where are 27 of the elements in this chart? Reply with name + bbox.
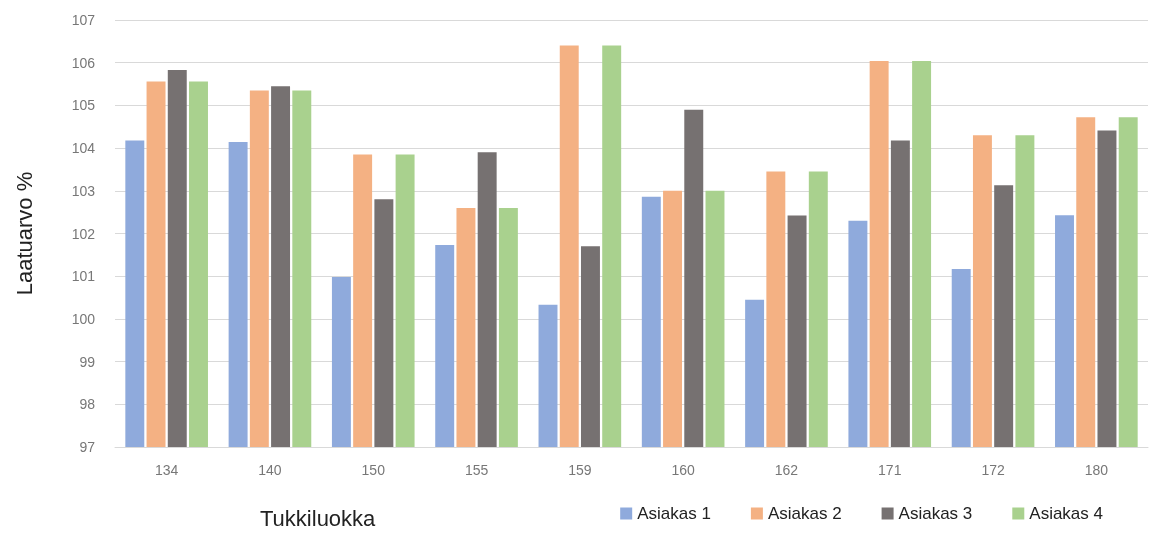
legend-label: Asiakas 1 — [637, 504, 711, 523]
x-tick-label: 171 — [878, 462, 902, 478]
y-axis-title: Laatuarvo % — [11, 171, 37, 296]
y-tick-label: 101 — [71, 268, 96, 285]
y-tick-label: 104 — [71, 140, 96, 157]
y-tick-label: 107 — [71, 12, 96, 28]
y-tick-label: 106 — [71, 54, 96, 71]
x-tick-label: 134 — [154, 462, 179, 478]
legend-label: Asiakas 2 — [767, 504, 842, 523]
x-tick-label: 150 — [361, 462, 386, 478]
x-tick-label: 180 — [1084, 462, 1109, 478]
x-tick-label: 162 — [774, 462, 799, 478]
x-tick-label: 159 — [568, 462, 592, 478]
y-tick-label: 99 — [79, 353, 96, 370]
x-tick-label: 155 — [464, 462, 489, 478]
y-tick-label: 97 — [79, 439, 96, 455]
y-tick-label: 102 — [71, 225, 96, 242]
legend-label: Asiakas 4 — [1029, 504, 1103, 523]
y-tick-label: 103 — [71, 182, 96, 199]
legend-label: Asiakas 3 — [898, 504, 973, 523]
y-tick-label: 98 — [79, 396, 96, 413]
x-axis-title: Tukkiluokka — [260, 505, 377, 531]
y-tick-label: 100 — [71, 310, 96, 327]
y-tick-label: 105 — [71, 97, 96, 114]
x-tick-label: 160 — [671, 462, 696, 478]
x-tick-label: 172 — [981, 462, 1005, 478]
x-tick-label: 140 — [258, 462, 282, 478]
